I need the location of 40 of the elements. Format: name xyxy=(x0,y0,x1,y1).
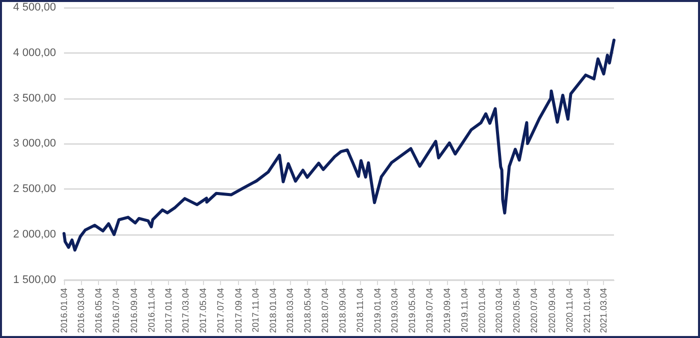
x-tick-label: 2020.09.04 xyxy=(546,288,557,334)
x-tick-label: 2020.07.04 xyxy=(529,288,540,334)
x-tick-label: 2018.03.04 xyxy=(285,288,296,334)
x-tick-label: 2016.03.04 xyxy=(76,288,86,334)
x-tick-label: 2020.05.04 xyxy=(512,288,522,334)
x-tick-label: 2020.11.04 xyxy=(564,288,574,332)
x-tick-label: 2017.07.04 xyxy=(216,288,226,334)
x-tick-label: 2016.01.04 xyxy=(59,288,69,334)
y-tick-label: 3 500,00 xyxy=(13,92,56,104)
x-tick-label: 2019.09.04 xyxy=(442,288,452,334)
y-tick-label: 4 000,00 xyxy=(13,46,56,59)
x-tick-label: 2018.09.04 xyxy=(338,288,348,334)
y-tick-label: 1 500,00 xyxy=(13,274,56,286)
line-series xyxy=(62,38,616,252)
y-tick-label: 2 000,00 xyxy=(13,228,56,241)
y-tick-label: 3 000,00 xyxy=(13,138,56,150)
x-tick-label: 2019.01.04 xyxy=(372,288,383,334)
x-tick-label: 2017.01.04 xyxy=(164,288,174,334)
x-tick-label: 2020.03.04 xyxy=(494,288,504,334)
x-tick-label: 2019.11.04 xyxy=(460,288,470,332)
x-tick-label: 2017.09.04 xyxy=(233,288,244,334)
x-tick-label: 2016.09.04 xyxy=(128,288,139,334)
x-tick-label: 2016.07.04 xyxy=(111,288,122,334)
y-tick-label: 4 500,00 xyxy=(13,2,56,14)
x-tick-label: 2016.05.04 xyxy=(94,288,104,334)
x-tick-label: 2017.03.04 xyxy=(180,288,191,334)
x-tick-label: 2018.05.04 xyxy=(302,288,313,334)
x-tick-label: 2019.03.04 xyxy=(390,288,400,334)
x-tick-label: 2018.11.04 xyxy=(355,288,366,332)
y-tick-label: 2 500,00 xyxy=(13,183,56,196)
x-tick-label: 2021.01.04 xyxy=(582,288,592,334)
x-tick-label: 2017.11.04 xyxy=(250,288,261,332)
x-tick-label: 2021.03.04 xyxy=(598,288,609,334)
x-tick-label: 2016.11.04 xyxy=(146,288,156,332)
x-tick-label: 2018.01.04 xyxy=(268,288,278,334)
x-tick-label: 2020.01.04 xyxy=(477,288,488,334)
x-tick-label: 2019.07.04 xyxy=(424,288,434,334)
x-tick-label: 2019.05.04 xyxy=(406,288,417,334)
x-tick-label: 2017.05.04 xyxy=(198,288,208,334)
x-tick-label: 2018.07.04 xyxy=(320,288,330,334)
